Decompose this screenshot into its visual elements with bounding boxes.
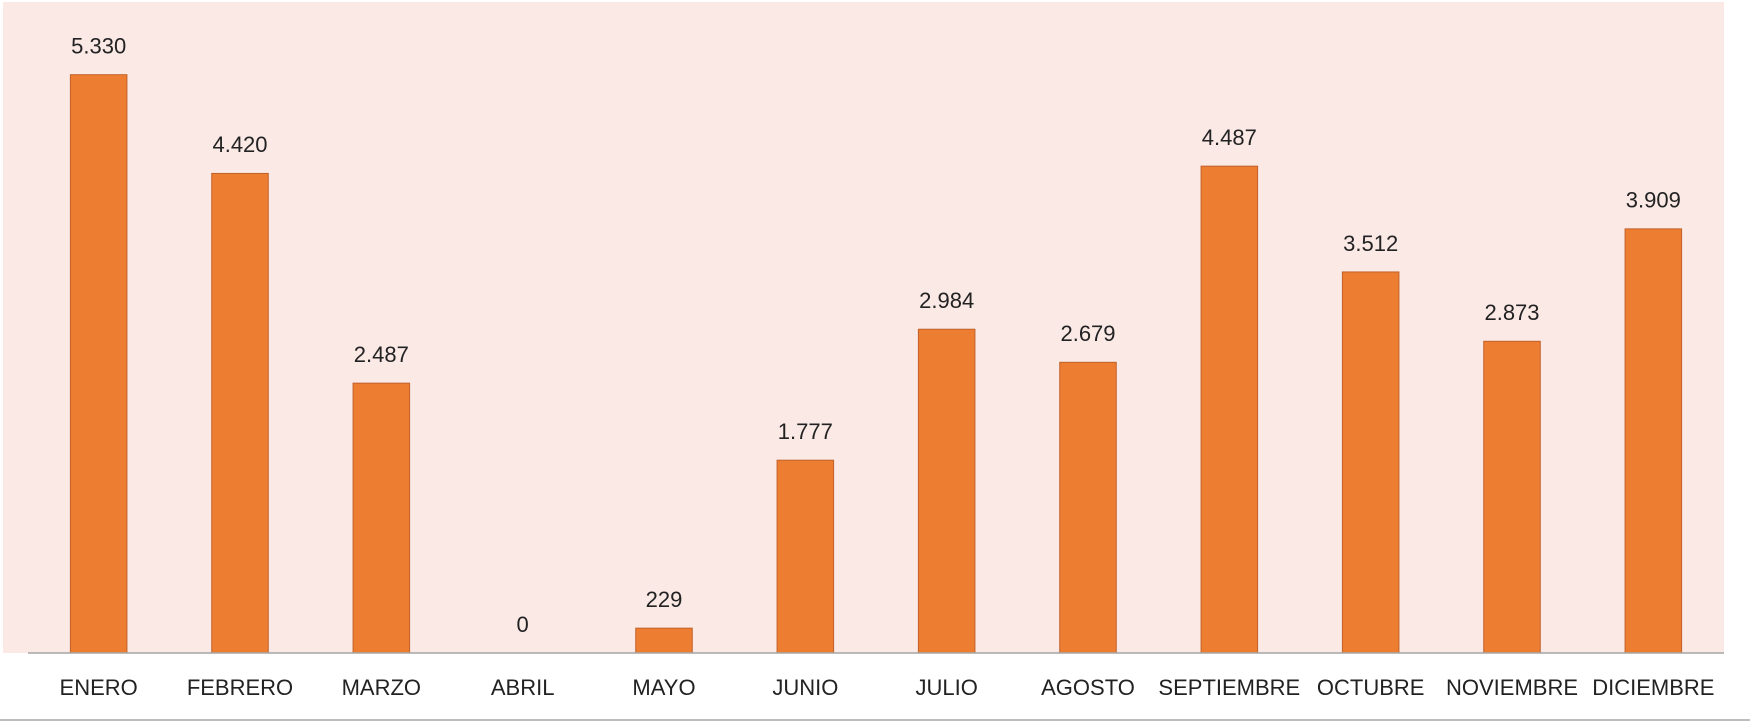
bar	[211, 172, 269, 654]
x-tick-label: MARZO	[342, 675, 421, 700]
x-tick-label: SEPTIEMBRE	[1158, 675, 1300, 700]
bar	[635, 627, 693, 654]
bar	[1483, 340, 1541, 654]
data-label: 4.420	[212, 132, 267, 157]
x-tick-label: ENERO	[60, 675, 138, 700]
x-tick-label: DICIEMBRE	[1592, 675, 1714, 700]
data-label: 2.984	[919, 288, 974, 313]
data-label: 0	[517, 612, 529, 637]
data-label: 3.512	[1343, 231, 1398, 256]
bar	[1341, 271, 1400, 654]
data-label: 4.487	[1202, 125, 1257, 150]
x-tick-label: ABRIL	[491, 675, 555, 700]
data-label: 2.873	[1484, 300, 1539, 325]
x-tick-label: FEBRERO	[187, 675, 293, 700]
data-label: 5.330	[71, 34, 126, 59]
data-label: 2.487	[354, 342, 409, 367]
bar	[1624, 228, 1683, 654]
x-tick-label: NOVIEMBRE	[1446, 675, 1578, 700]
x-tick-label: MAYO	[632, 675, 695, 700]
bar	[69, 74, 128, 654]
data-label: 1.777	[778, 419, 833, 444]
x-tick-label: JUNIO	[772, 675, 838, 700]
data-label: 2.679	[1060, 321, 1115, 346]
bar	[1200, 165, 1259, 654]
bar	[1059, 361, 1117, 654]
bar	[917, 328, 976, 654]
bar	[776, 459, 835, 654]
x-tick-label: OCTUBRE	[1317, 675, 1425, 700]
x-tick-label: AGOSTO	[1041, 675, 1135, 700]
data-label: 229	[646, 587, 683, 612]
x-tick-label: JULIO	[915, 675, 977, 700]
data-label: 3.909	[1626, 188, 1681, 213]
plot-background	[3, 2, 1724, 653]
bar	[352, 382, 411, 654]
